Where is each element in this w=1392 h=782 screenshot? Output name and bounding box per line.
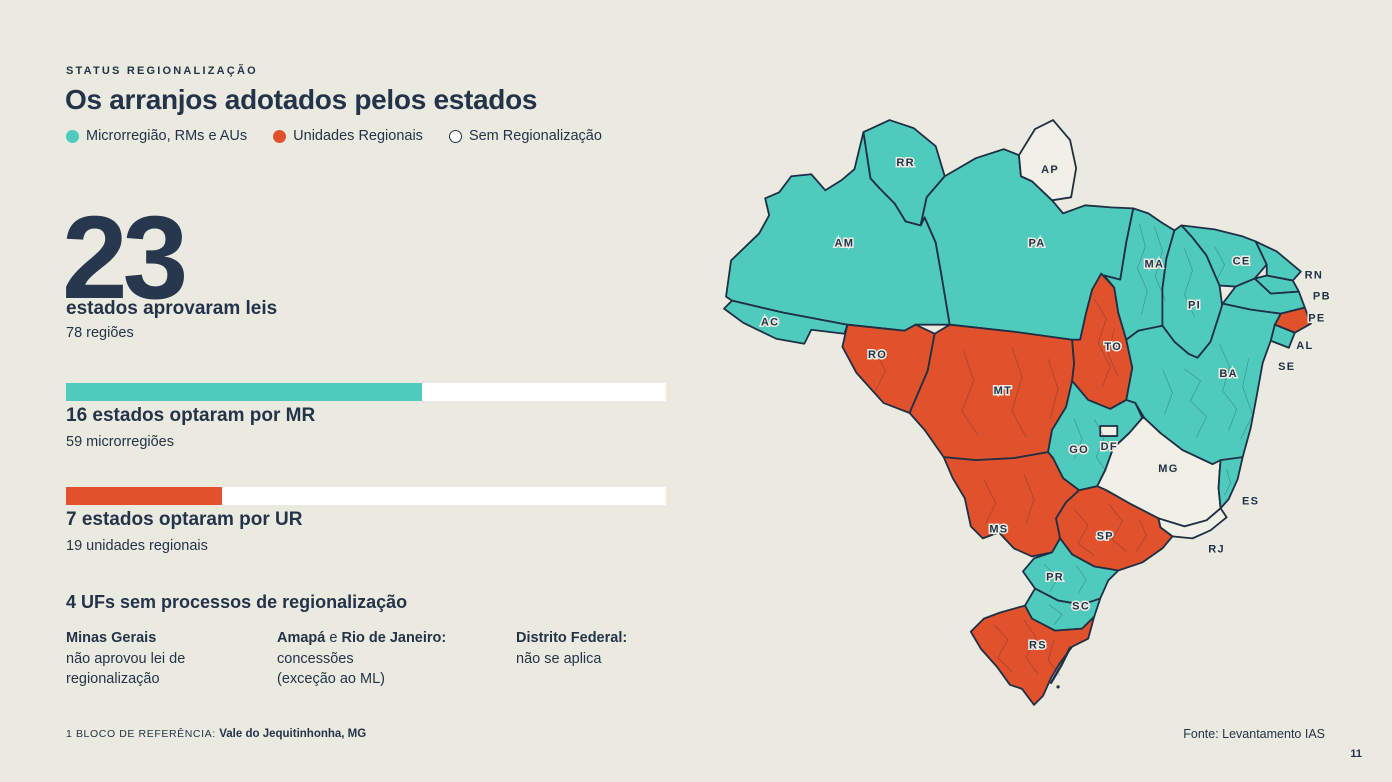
headline-label: estados aprovaram leis <box>66 298 278 319</box>
headline-sub: 78 regiões <box>66 325 134 341</box>
state-label-pb: PB <box>1313 291 1331 303</box>
state-label-am: AM <box>835 237 855 249</box>
state-sp <box>1055 485 1174 572</box>
state-label-pi: PI <box>1188 300 1201 312</box>
outline-dot-icon <box>448 129 462 143</box>
column-body: concessões (exceção ao ML) <box>277 650 385 688</box>
state-label-al: AL <box>1296 340 1313 352</box>
column-mid: e <box>325 630 342 646</box>
column-head: Distrito Federal: <box>516 630 628 646</box>
state-label-pa: PA <box>1028 237 1045 249</box>
bar-ur-sub: 19 unidades regionais <box>66 538 208 554</box>
state-label-ce: CE <box>1233 256 1251 268</box>
legend-label: Microrregião, RMs e AUs <box>86 128 248 144</box>
state-df <box>1099 425 1119 437</box>
state-labels: RR AP AM PA MA CE PI RN PB PE AL SE BA T… <box>759 156 1331 654</box>
legend-label: Unidades Regionais <box>293 128 423 144</box>
headline-number: 23 <box>62 192 188 324</box>
state-label-se: SE <box>1278 361 1295 373</box>
column-head: Amapá <box>277 630 326 646</box>
islet-dot <box>1056 685 1060 689</box>
column-head: Minas Gerais <box>66 630 157 646</box>
no-region-columns: Minas Gerais não aprovou lei de regional… <box>66 628 706 690</box>
column-body: não se aplica <box>516 650 602 667</box>
teal-dot-icon <box>66 129 79 143</box>
state-label-mt: MT <box>994 385 1013 397</box>
bar-mr-sub: 59 microrregiões <box>66 434 174 450</box>
kicker: STATUS REGIONALIZAÇÃO <box>66 65 258 77</box>
legend-item-sem-regionalizacao: Sem Regionalização <box>448 128 602 144</box>
state-label-sc: SC <box>1072 601 1090 613</box>
bar-mr-track <box>66 383 666 401</box>
legend-label: Sem Regionalização <box>468 128 602 144</box>
footnote: 1 BLOCO DE REFERÊNCIA: Vale do Jequitinh… <box>66 728 366 740</box>
state-label-sp: SP <box>1097 530 1114 542</box>
state-label-ap: AP <box>1041 164 1059 176</box>
state-label-es: ES <box>1242 495 1259 507</box>
legend-item-unidades: Unidades Regionais <box>273 128 423 144</box>
bar-mr-fill <box>66 383 422 401</box>
state-label-ba: BA <box>1219 368 1238 380</box>
footnote-value: Vale do Jequitinhonha, MG <box>219 728 367 740</box>
brazil-map: RR AP AM PA MA CE PI RN PB PE AL SE BA T… <box>713 118 1355 720</box>
source-note: Fonte: Levantamento IAS <box>1183 727 1325 741</box>
no-region-title: 4 UFs sem processos de regionalização <box>66 592 408 612</box>
column-body: não aprovou lei de regionalização <box>66 650 186 688</box>
column-minas-gerais: Minas Gerais não aprovou lei de regional… <box>66 628 277 690</box>
column-head2: Rio de Janeiro: <box>341 630 447 646</box>
state-label-df: DF <box>1101 441 1118 453</box>
state-label-pe: PE <box>1308 313 1325 325</box>
bar-ur-title: 7 estados optaram por UR <box>66 509 303 530</box>
state-ac <box>723 299 849 345</box>
subdivision-lines <box>873 223 1254 677</box>
footnote-label: 1 BLOCO DE REFERÊNCIA: <box>66 728 220 740</box>
lagoon-accent <box>1049 646 1072 685</box>
bar-ur-track <box>66 487 666 505</box>
state-label-ro: RO <box>868 349 887 361</box>
state-label-rj: RJ <box>1208 543 1225 555</box>
state-label-ms: MS <box>989 523 1008 535</box>
bar-mr-title: 16 estados optaram por MR <box>66 405 316 426</box>
column-distrito-federal: Distrito Federal: não se aplica <box>516 628 686 690</box>
orange-dot-icon <box>273 129 287 143</box>
page-number: 11 <box>1350 748 1362 760</box>
state-label-mg: MG <box>1158 463 1178 475</box>
page-title: Os arranjos adotados pelos estados <box>65 84 538 115</box>
state-label-to: TO <box>1104 341 1122 353</box>
legend-item-microrregiao: Microrregião, RMs e AUs <box>66 128 247 144</box>
state-label-rs: RS <box>1029 640 1047 652</box>
state-label-ac: AC <box>761 317 780 329</box>
state-es <box>1217 456 1244 510</box>
state-label-ma: MA <box>1145 259 1165 271</box>
state-rs <box>969 604 1096 706</box>
legend: Microrregião, RMs e AUs Unidades Regiona… <box>66 128 602 144</box>
state-ap <box>1018 119 1078 202</box>
bar-ur-fill <box>66 487 222 505</box>
column-amapa-rj: Amapá e Rio de Janeiro: concessões (exce… <box>277 628 516 690</box>
state-label-rn: RN <box>1305 270 1324 282</box>
state-label-go: GO <box>1069 444 1089 456</box>
state-label-pr: PR <box>1046 572 1064 584</box>
state-label-rr: RR <box>896 157 915 169</box>
